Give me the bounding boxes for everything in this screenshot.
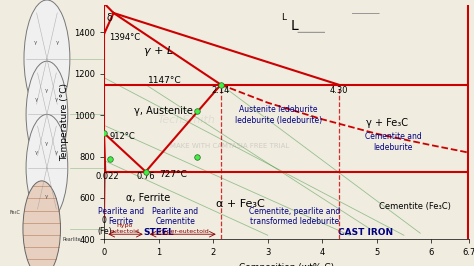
Text: γ: γ [56,40,59,45]
Text: L: L [291,19,299,33]
Text: 0.022: 0.022 [96,172,119,181]
Text: Austenite ledeburite
ledeburite (ledeburite): Austenite ledeburite ledeburite (ledebur… [235,105,322,125]
Text: L: L [282,13,287,22]
Text: γ: γ [46,141,48,146]
Text: γ: γ [35,40,37,45]
Text: 1147°C: 1147°C [148,76,182,85]
X-axis label: Composition (wt% C): Composition (wt% C) [239,263,334,266]
Text: γ: γ [55,97,58,102]
Text: α + Fe₃C: α + Fe₃C [216,199,265,209]
Text: 4.30: 4.30 [329,86,348,95]
Circle shape [23,181,61,266]
Text: Pearlite and
Ferrite: Pearlite and Ferrite [98,207,144,226]
Text: γ: γ [36,97,38,102]
Text: Cementite and
ledeburite: Cementite and ledeburite [365,132,421,152]
Text: γ: γ [46,194,48,199]
Text: TechSmith: TechSmith [157,115,215,125]
Text: 1394°C: 1394°C [109,33,140,42]
Circle shape [26,114,68,221]
Text: 2.14: 2.14 [212,86,230,95]
Text: Fe₃C: Fe₃C [10,210,21,215]
Text: γ + Fe₃C: γ + Fe₃C [366,118,408,128]
Text: 0
(Fe): 0 (Fe) [97,216,111,236]
Text: Cementite, pearlite and
transformed ledeburite: Cementite, pearlite and transformed lede… [249,207,340,226]
Text: MAKE WITH CAMTASIA FREE TRIAL: MAKE WITH CAMTASIA FREE TRIAL [170,143,289,149]
Text: α, Ferrite: α, Ferrite [126,193,170,203]
Text: Hyper-eutectoid: Hyper-eutectoid [158,228,209,234]
Text: γ: γ [36,151,38,155]
Text: Pearlite: Pearlite [63,237,81,242]
Text: 727°C: 727°C [159,170,187,179]
Text: 0.76: 0.76 [137,172,155,181]
Text: γ: γ [46,88,48,93]
Text: Pearlite and
Cementite: Pearlite and Cementite [152,207,198,226]
Text: 912°C: 912°C [109,132,136,141]
Circle shape [26,61,68,168]
Text: γ, Austenite: γ, Austenite [134,106,193,116]
Text: CAST IRON: CAST IRON [338,228,393,237]
Y-axis label: Temperature (°C): Temperature (°C) [60,83,69,161]
Text: δ: δ [107,13,112,23]
Text: γ: γ [55,151,58,155]
Text: Hypo
eutectoid: Hypo eutectoid [110,223,140,234]
Text: γ + L: γ + L [144,46,173,56]
Text: Cementite (Fe₃C): Cementite (Fe₃C) [379,202,451,211]
Text: STEEL: STEEL [143,228,174,237]
Circle shape [24,0,70,117]
